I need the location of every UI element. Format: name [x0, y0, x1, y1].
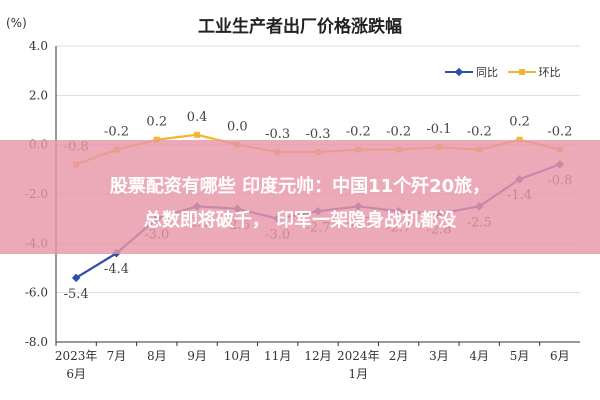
y-axis-unit-label: (%) — [6, 16, 27, 30]
data-label-mom: -0.1 — [426, 122, 451, 137]
legend-label-yoy: 同比 — [476, 66, 498, 79]
x-tick-label: 6月 — [66, 367, 86, 381]
x-tick-label: 7月 — [107, 349, 127, 363]
y-tick-label: 4.0 — [29, 39, 48, 53]
data-label-yoy: -4.4 — [104, 262, 129, 277]
data-label-mom: -0.3 — [305, 127, 330, 142]
data-label-mom: -0.2 — [104, 125, 129, 140]
x-tick-label: 2023年 — [55, 349, 98, 363]
y-tick-label: -8.0 — [25, 335, 48, 349]
legend-label-mom: 环比 — [538, 66, 561, 79]
x-tick-label: 11月 — [264, 349, 291, 363]
x-tick-label: 1月 — [348, 367, 368, 381]
x-tick-label: 3月 — [429, 349, 449, 363]
data-label-mom: -0.3 — [265, 127, 290, 142]
x-tick-label: 6月 — [550, 349, 570, 363]
x-tick-label: 10月 — [224, 349, 251, 363]
data-label-mom: 0.2 — [509, 115, 530, 130]
x-tick-label: 5月 — [510, 349, 530, 363]
y-tick-label: -6.0 — [25, 286, 48, 300]
data-label-mom: -0.2 — [346, 125, 371, 140]
y-tick-label: 2.0 — [29, 88, 48, 102]
headline-line-1: 股票配资有哪些 印度元帅：中国11个歼20旅， — [109, 176, 491, 197]
x-tick-label: 2024年 — [337, 349, 380, 363]
data-label-mom: -0.2 — [386, 125, 411, 140]
data-point-yoy — [71, 273, 81, 283]
legend: 同比 环比 — [445, 64, 567, 80]
data-label-mom: -0.2 — [547, 125, 572, 140]
headline-line-2: 总数即将破千， 印军一架隐身战机都没 — [143, 210, 457, 231]
data-label-mom: 0.4 — [187, 110, 208, 125]
data-label-mom: 0.0 — [227, 120, 248, 135]
data-point-mom — [153, 136, 160, 143]
x-tick-label: 8月 — [147, 349, 167, 363]
data-point-mom — [516, 136, 523, 143]
legend-item-yoy: 同比 — [445, 64, 498, 80]
x-tick-label: 2月 — [389, 349, 409, 363]
legend-item-mom: 环比 — [507, 64, 561, 80]
news-headline-banner[interactable]: 股票配资有哪些 印度元帅：中国11个歼20旅， 总数即将破千， 印军一架隐身战机… — [0, 140, 600, 254]
data-point-mom — [194, 131, 201, 138]
legend-swatch-yoy — [445, 67, 473, 77]
x-tick-label: 12月 — [304, 349, 331, 363]
data-label-yoy: -5.4 — [64, 287, 89, 302]
data-label-mom: 0.2 — [146, 115, 167, 130]
chart-title: 工业生产者出厂价格涨跌幅 — [198, 17, 402, 37]
x-tick-label: 9月 — [187, 349, 207, 363]
legend-swatch-mom — [507, 68, 536, 76]
data-label-mom: -0.2 — [467, 125, 492, 140]
x-tick-label: 4月 — [469, 349, 489, 363]
